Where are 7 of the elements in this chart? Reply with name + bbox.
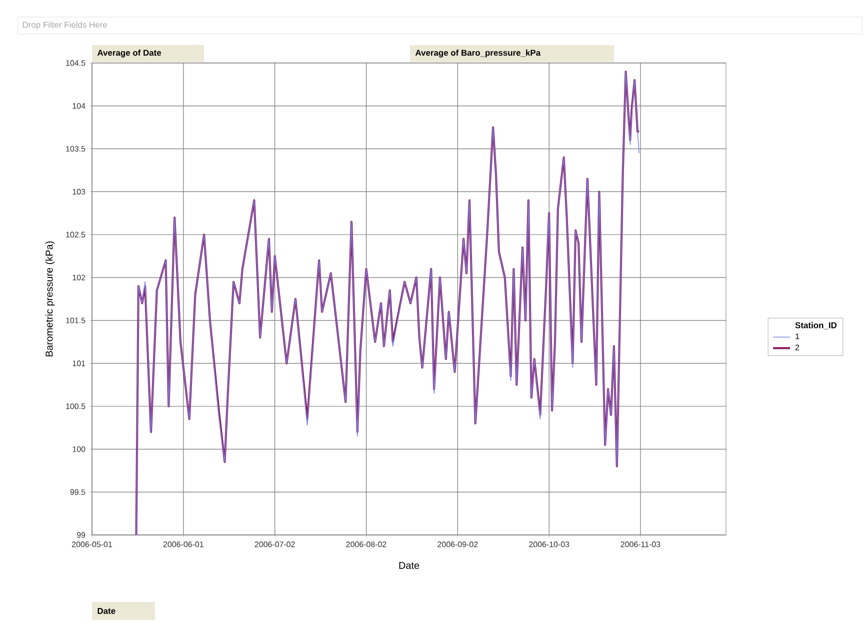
text: Date xyxy=(98,608,116,614)
legend-title: Station_ID xyxy=(795,322,837,330)
text: Drop Filter Fields Here xyxy=(22,22,107,30)
y-axis-title: Barometric pressure (kPa) xyxy=(45,241,55,356)
text: Average of Date xyxy=(97,50,162,58)
x-axis-title: Date xyxy=(399,562,420,569)
text: Average of Baro_pressure_kPa xyxy=(415,50,541,58)
